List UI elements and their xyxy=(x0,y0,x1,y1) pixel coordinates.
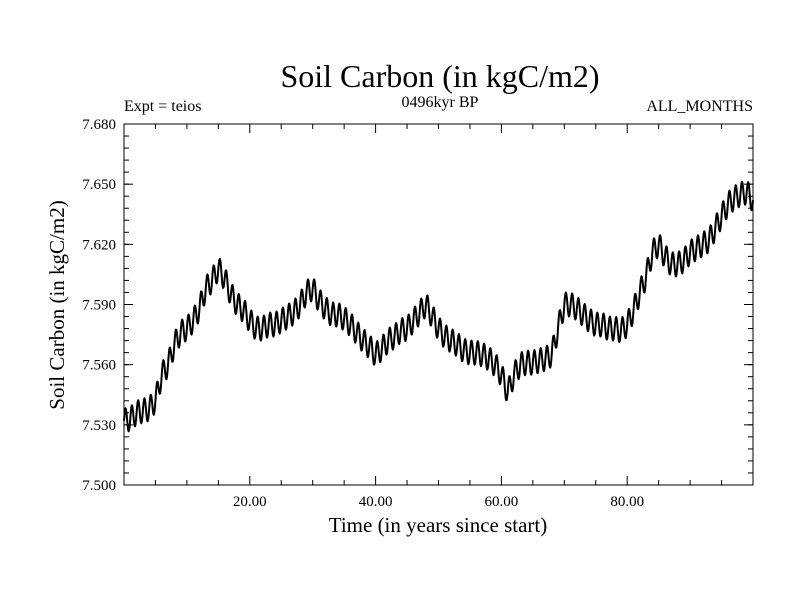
series-line-soil-carbon xyxy=(123,180,754,433)
plot-area xyxy=(123,123,754,486)
x-tick-labels: 20.00 40.00 60.00 80.00 xyxy=(233,494,644,510)
chart-subtitle: 0496kyr BP xyxy=(402,94,479,111)
y-tick-label: 7.560 xyxy=(82,358,116,374)
x-tick-label: 20.00 xyxy=(233,494,267,510)
x-tick-label: 60.00 xyxy=(485,494,519,510)
y-axis-label: Soil Carbon (in kgC/m2) xyxy=(45,200,69,409)
experiment-label: Expt = teios xyxy=(124,98,201,115)
y-tick-label: 7.650 xyxy=(82,177,116,193)
plot-border xyxy=(123,123,754,486)
chart-title: Soil Carbon (in kgC/m2) xyxy=(280,58,599,94)
x-axis-label: Time (in years since start) xyxy=(329,513,548,537)
x-tick-label: 40.00 xyxy=(359,494,393,510)
y-tick-labels: 7.500 7.530 7.560 7.590 7.620 7.650 7.680 xyxy=(82,117,116,494)
y-tick-label: 7.680 xyxy=(82,117,116,133)
axis-ticks xyxy=(124,123,753,486)
y-tick-label: 7.620 xyxy=(82,237,116,253)
y-tick-label: 7.500 xyxy=(82,478,116,494)
x-tick-label: 80.00 xyxy=(610,494,644,510)
y-tick-label: 7.530 xyxy=(82,418,116,434)
months-label: ALL_MONTHS xyxy=(646,98,753,115)
y-tick-label: 7.590 xyxy=(82,298,116,314)
